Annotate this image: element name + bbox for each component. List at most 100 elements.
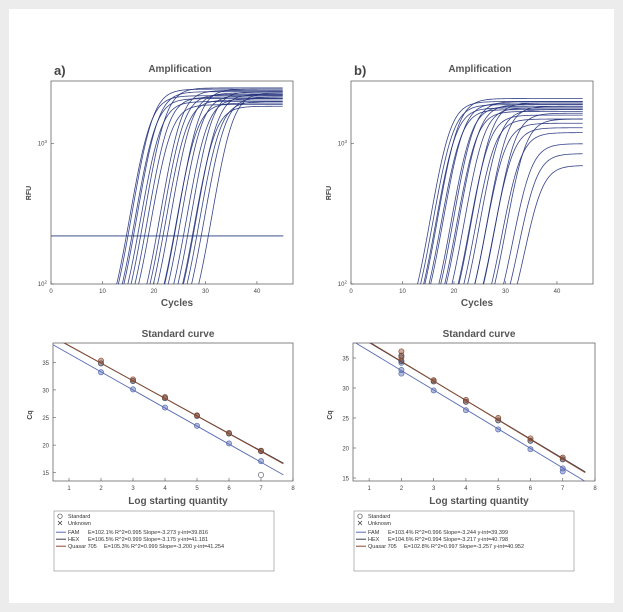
amplification-curve [146,89,283,284]
y-tick-label: 30 [42,388,49,394]
amplification-curve [440,101,583,284]
standard-point-fam [462,407,469,414]
chart-title: Amplification [148,64,211,75]
x-tick-label: 3 [131,486,135,492]
legend-marker-label: Unknown [368,521,391,527]
standard-point-fam [527,446,534,453]
legend-box [53,510,275,572]
x-tick-label: 3 [432,486,436,492]
standard-point-fam [226,440,232,447]
x-tick-label: 6 [227,486,231,492]
amplification-curve [138,104,283,284]
y-tick-base: 10 [338,282,345,288]
x-tick-label: 5 [497,486,501,492]
standard-point-fam [398,370,405,377]
legend-cross-icon [357,520,363,526]
legend-series-stats: E=102.1% R^2=0.995 Slope=-3.273 y-int=39… [88,530,208,536]
amplification-curve [467,109,583,284]
x-tick-label: 20 [451,289,458,295]
x-tick-label: 4 [464,486,468,492]
amplification-curve [509,153,583,284]
x-axis-label: Log starting quantity [128,496,228,507]
amplification-curve [157,92,283,284]
x-tick-label: 30 [202,289,209,295]
amplification-curve [177,91,283,284]
amplification-curve [491,132,583,284]
curves-group [51,87,284,284]
series-group [354,343,586,481]
amplification-curve [483,112,583,284]
legend-series-name: FAM [368,530,380,536]
legend-series-stats: E=105.3% R^2=0.999 Slope=-3.200 y-int=41… [104,544,224,550]
y-tick-label: 20 [42,444,49,450]
y-tick-label: 102 [38,280,48,289]
legend-series-name: Quasar 705 [68,544,97,550]
x-tick-label: 30 [502,289,509,295]
outlier-point [257,471,264,478]
legend-box [353,510,575,572]
standard-point-quasar [559,454,566,461]
x-tick-label: 7 [259,486,263,492]
x-tick-label: 10 [399,289,406,295]
x-axis-label: Log starting quantity [429,496,529,507]
y-tick-label: 20 [342,447,349,453]
legend-circle-icon [57,513,63,519]
legend-series-name: Quasar 705 [368,544,397,550]
amplification-curve [516,165,583,284]
standard-point-fam [194,422,200,429]
regression-line-quasar [370,343,586,474]
legend-series-stats: E=106.5% R^2=0.999 Slope=-3.175 y-int=41… [88,537,208,543]
amplification-curve [474,105,583,284]
y-tick-base: 10 [38,142,45,148]
y-tick-base: 10 [338,142,345,148]
y-tick-label: 103 [338,139,348,148]
y-tick-label: 15 [342,477,349,483]
y-tick-label: 103 [38,139,48,148]
amplification-curve [444,111,583,284]
amplification-curve [494,118,583,284]
plot-area [352,342,596,482]
x-tick-label: 40 [554,289,561,295]
amplification-curve [130,87,283,284]
standard-point-quasar [98,357,104,364]
x-tick-label: 4 [163,486,167,492]
amplification-curve [167,95,283,284]
y-tick-label: 15 [42,471,49,477]
y-tick-label: 25 [342,417,349,423]
standard-curve-panel-b: Standard curve 15 20 25 30 35 1 2 3 4 5 6 7 8 Log star… [327,329,597,572]
y-tick-label: 25 [42,416,49,422]
amplification-curve [173,98,283,284]
amplification-curve [451,107,583,284]
legend-marker-label: Unknown [68,521,91,527]
y-tick-label: 30 [342,387,349,393]
regression-line-fam [53,344,284,476]
legend-circle-icon [357,513,363,519]
x-tick-label: 5 [195,486,199,492]
amplification-curve [186,101,283,284]
standard-point-fam [98,369,104,376]
standard-curve-panel-a: Standard curve 15 20 25 30 35 1 2 3 4 5 6 7 8 Log star… [27,329,295,572]
standard-point-fam [430,387,437,394]
y-tick-exponent: 2 [344,280,347,285]
x-axis-label: Cycles [461,298,494,309]
legend-series-name: HEX [68,537,80,543]
regression-line-quasar [63,343,284,465]
y-tick-label: 35 [42,361,49,367]
standard-point-fam [162,404,168,411]
standard-point-quasar [194,412,200,419]
panel-label: b) [354,63,366,78]
legend-cross-icon [57,520,63,526]
standard-point-quasar [258,447,264,454]
x-tick-label: 0 [49,289,53,295]
x-tick-label: 7 [561,486,565,492]
x-tick-label: 0 [349,289,353,295]
figure-frame: a) Amplification 102 103 0 10 20 30 40 Cycles RFU … [9,9,614,603]
x-tick-label: 10 [99,289,106,295]
x-tick-label: 2 [400,486,404,492]
standard-point-fam [495,426,502,433]
amplification-curve [503,143,583,284]
legend-series-name: FAM [68,530,80,536]
standard-point-quasar [527,435,534,442]
y-tick-exponent: 3 [44,139,47,144]
